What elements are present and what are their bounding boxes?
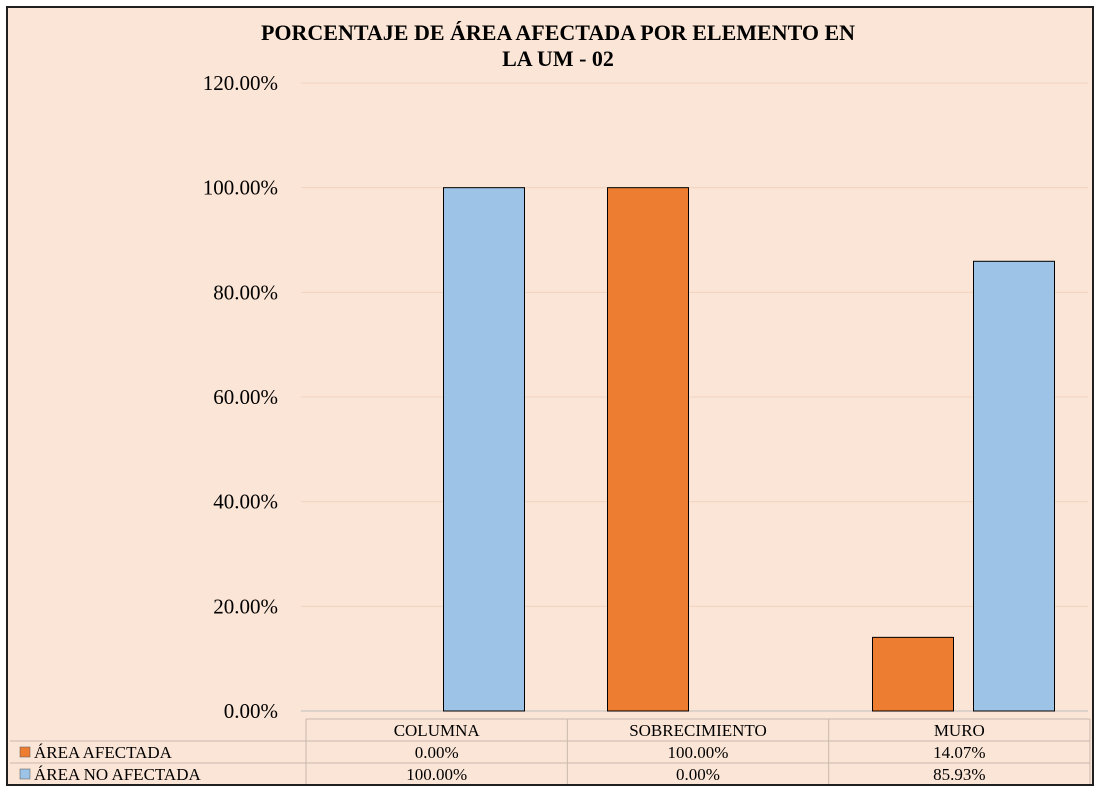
- legend-key-no-afectada: [19, 768, 31, 780]
- chart-frame: PORCENTAJE DE ÁREA AFECTADA POR ELEMENTO…: [6, 6, 1094, 786]
- data-label: 85.93%: [933, 765, 985, 784]
- category-label: MURO: [934, 721, 985, 740]
- bar-chart: PORCENTAJE DE ÁREA AFECTADA POR ELEMENTO…: [10, 20, 1091, 784]
- y-tick-label: 100.00%: [203, 176, 278, 200]
- data-label: 0.00%: [415, 743, 459, 762]
- data-label: 14.07%: [933, 743, 985, 762]
- legend-label: ÁREA NO AFECTADA: [34, 765, 201, 784]
- gridlines: [301, 82, 1088, 712]
- y-tick-label: 0.00%: [224, 699, 278, 723]
- y-tick-label: 120.00%: [203, 71, 278, 95]
- y-tick-label: 80.00%: [213, 280, 278, 304]
- data-table: COLUMNA SOBRECIMIENTO MURO ÁREA AFECTADA 0.0…: [10, 718, 1091, 784]
- data-label: 100.00%: [406, 765, 467, 784]
- y-tick-label: 20.00%: [213, 594, 278, 618]
- legend-key-afectada: [19, 746, 31, 758]
- category-label: COLUMNA: [394, 721, 481, 740]
- data-label: 100.00%: [668, 743, 729, 762]
- bar-no-afectada-columna: [443, 187, 525, 712]
- y-axis-ticks: 0.00% 20.00% 40.00% 60.00% 80.00% 100.00% 120.…: [203, 71, 278, 723]
- category-label: SOBRECIMIENTO: [629, 721, 767, 740]
- chart-title-line-1: PORCENTAJE DE ÁREA AFECTADA POR ELEMENTO…: [261, 20, 855, 45]
- data-label: 0.00%: [676, 765, 720, 784]
- chart-title-line-2: LA UM - 02: [502, 46, 614, 71]
- bars: [443, 187, 1055, 712]
- bar-afectada-sobrecimiento: [607, 187, 689, 712]
- bar-afectada-muro: [872, 636, 954, 712]
- legend-label: ÁREA AFECTADA: [34, 743, 173, 762]
- y-tick-label: 60.00%: [213, 385, 278, 409]
- bar-no-afectada-muro: [973, 260, 1055, 712]
- y-tick-label: 40.00%: [213, 490, 278, 514]
